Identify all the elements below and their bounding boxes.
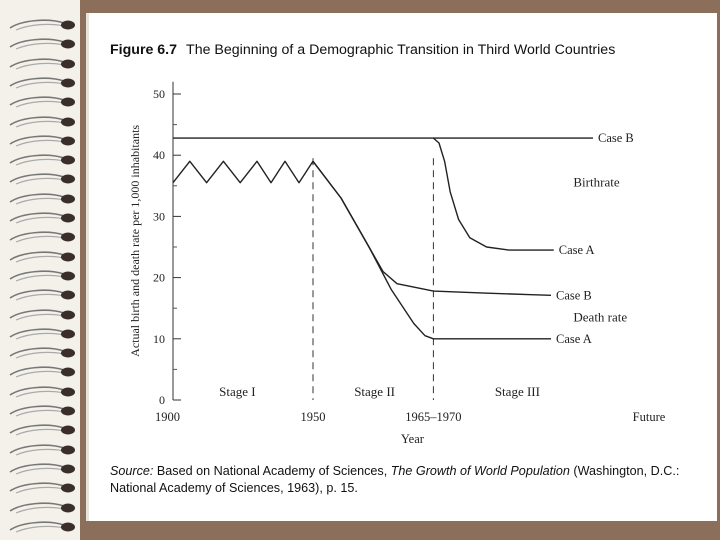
- binding-ring-icon: [9, 193, 75, 205]
- binding-ring-icon: [9, 58, 75, 70]
- binding-ring-icon: [9, 424, 75, 436]
- stage-label: Stage II: [354, 384, 395, 399]
- binding-ring-icon: [9, 173, 75, 185]
- binding-ring-icon: [9, 38, 75, 50]
- category-label: Death rate: [573, 309, 627, 324]
- binding-ring-icon: [9, 386, 75, 398]
- series-end-label: Case B: [556, 288, 592, 302]
- binding-ring-icon: [9, 115, 75, 128]
- binding-ring-icon: [9, 444, 75, 456]
- category-label: Birthrate: [573, 175, 619, 190]
- y-tick-label: 20: [153, 271, 165, 285]
- figure-number: Figure 6.7: [110, 42, 178, 58]
- binding-ring-icon: [9, 135, 75, 147]
- source-note: Source: Based on National Academy of Sci…: [110, 463, 700, 497]
- series-end-label: Case A: [556, 332, 592, 346]
- source-text-1: Based on National Academy of Sciences,: [153, 464, 391, 478]
- x-tick-label: Future: [633, 410, 666, 424]
- slide: Figure 6.7 The Beginning of a Demographic…: [86, 13, 717, 521]
- binding-ring-icon: [9, 463, 75, 475]
- source-label: Source:: [110, 464, 154, 478]
- series-end-label: Case B: [598, 131, 634, 145]
- y-axis-title: Actual birth and death rate per 1,000 in…: [128, 125, 142, 357]
- binding-ring-icon: [9, 308, 75, 321]
- x-tick-label: 1900: [155, 410, 180, 424]
- y-tick-label: 10: [153, 332, 165, 346]
- binding-ring-icon: [9, 19, 75, 31]
- figure-title: Figure 6.7 The Beginning of a Demographic…: [110, 42, 615, 58]
- stage-label: Stage I: [219, 384, 255, 399]
- stage-label: Stage III: [495, 384, 540, 399]
- series-end-label: Case A: [559, 243, 595, 257]
- y-tick-label: 30: [153, 209, 165, 223]
- binding-ring-icon: [9, 521, 75, 533]
- x-tick-label: 1965–1970: [405, 410, 461, 424]
- source-book-title: The Growth of World Population: [390, 464, 570, 478]
- y-tick-label: 0: [159, 393, 165, 407]
- series-line: [312, 160, 551, 340]
- demographic-transition-chart: 0 10 20 30 40 50 Actual birth and death rate p…: [128, 81, 666, 446]
- binding-ring-icon: [9, 77, 75, 89]
- source-text-2: (Washington, D.C.: National Academy of S…: [110, 464, 680, 495]
- y-tick-label: 40: [153, 148, 165, 162]
- notebook-binding: [0, 0, 80, 540]
- series-line: [172, 160, 314, 184]
- binding-ring-icon: [9, 405, 75, 417]
- binding-ring-icon: [9, 212, 75, 224]
- x-axis-title: Year: [401, 432, 425, 446]
- series-line: [432, 137, 554, 251]
- y-tick-label: 50: [153, 87, 165, 101]
- binding-ring-icon: [9, 366, 75, 378]
- binding-ring-icon: [9, 289, 75, 301]
- binding-ring-icon: [9, 251, 75, 263]
- binding-ring-icon: [9, 347, 75, 359]
- x-tick-label: 1950: [301, 410, 326, 424]
- binding-ring-icon: [9, 328, 75, 340]
- binding-ring-icon: [9, 154, 75, 166]
- figure-title-text: The Beginning of a Demographic Transitio…: [186, 42, 616, 58]
- binding-ring-icon: [9, 270, 75, 282]
- binding-ring-icon: [9, 96, 75, 108]
- series-line: [312, 160, 552, 296]
- binding-ring-icon: [9, 231, 75, 243]
- binding-ring-icon: [9, 501, 75, 514]
- binding-ring-icon: [9, 482, 75, 494]
